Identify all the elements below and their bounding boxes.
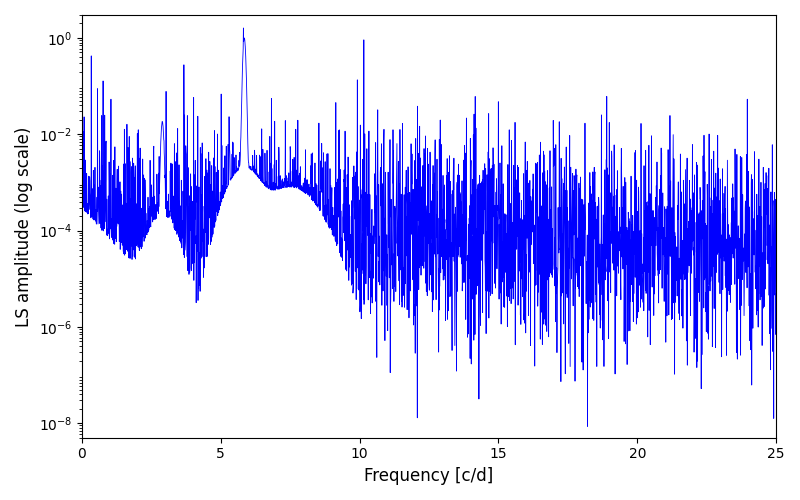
Y-axis label: LS amplitude (log scale): LS amplitude (log scale) xyxy=(15,126,33,326)
X-axis label: Frequency [c/d]: Frequency [c/d] xyxy=(364,467,494,485)
